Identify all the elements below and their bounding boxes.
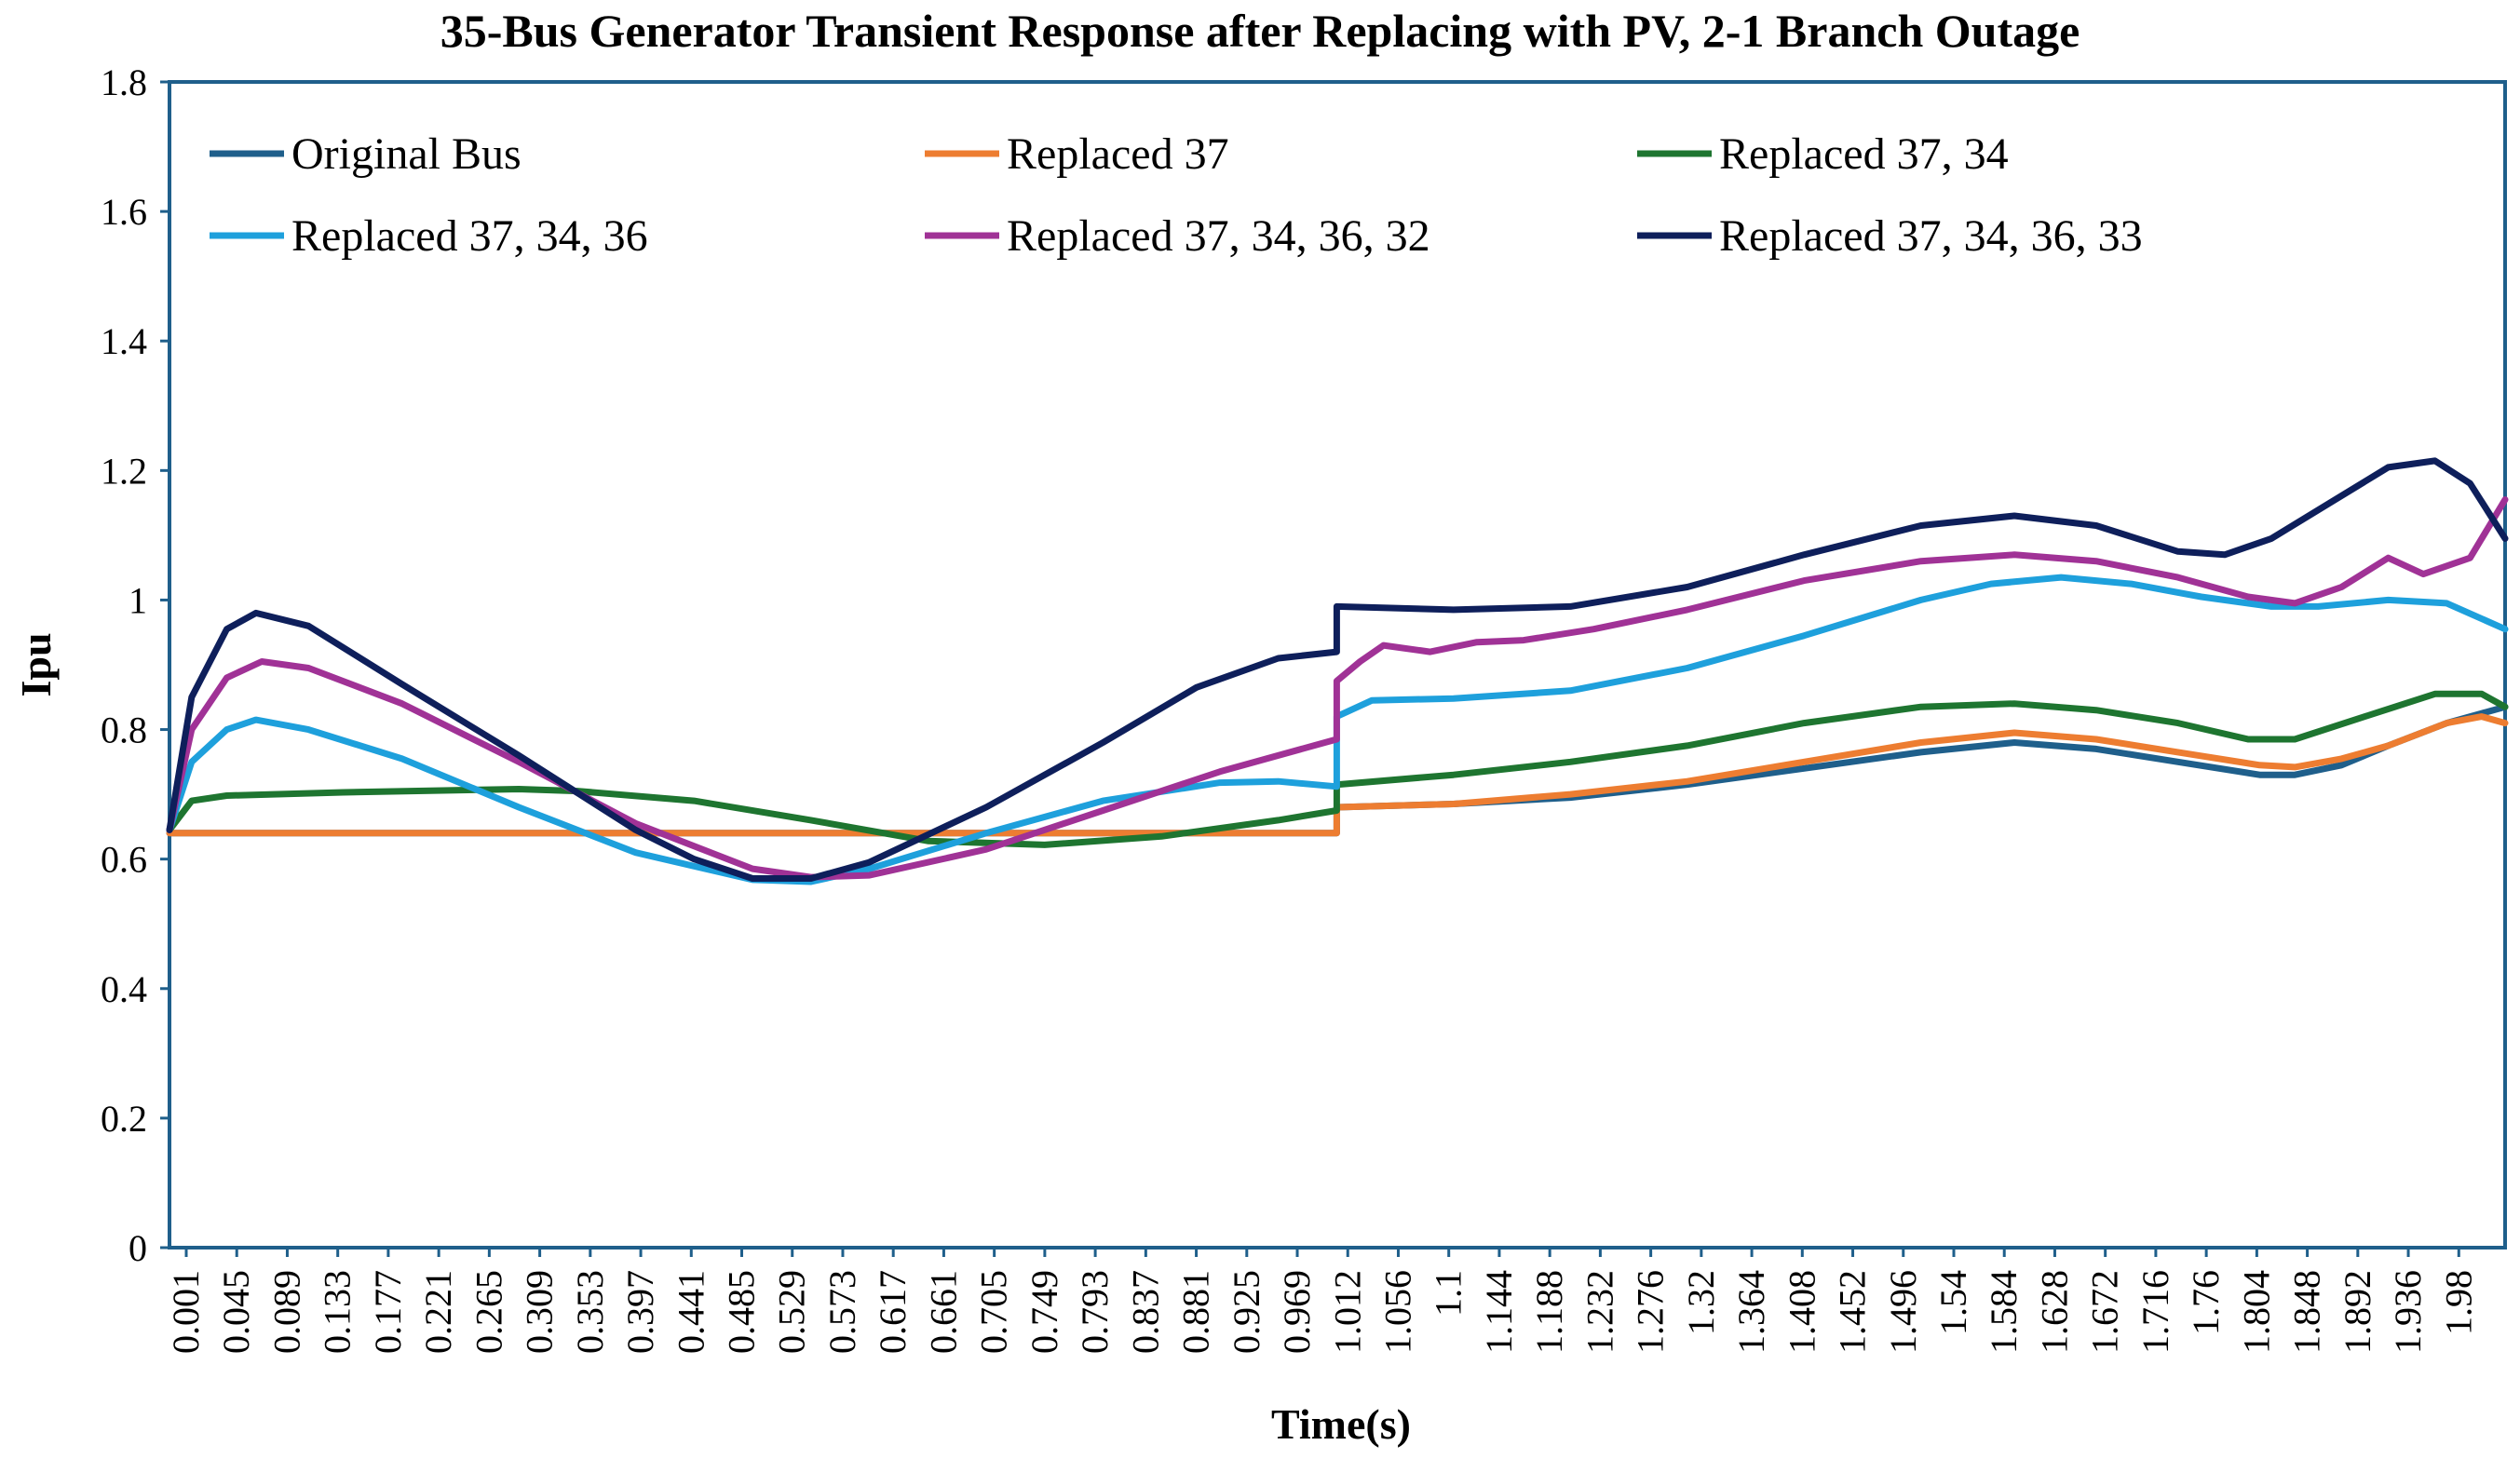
- x-tick-label: 1.012: [1326, 1270, 1368, 1354]
- x-tick-label: 0.133: [317, 1270, 359, 1354]
- x-tick-label: 0.705: [973, 1270, 1015, 1354]
- legend-label: Replaced 37, 34, 36: [291, 211, 648, 261]
- y-axis-label: Ipu: [12, 632, 60, 696]
- x-tick-label: 0.793: [1074, 1270, 1116, 1354]
- series-line-5: [166, 496, 2509, 881]
- x-tick-label: 1.276: [1630, 1270, 1672, 1354]
- x-tick-label: 1.32: [1680, 1270, 1722, 1335]
- legend-label: Replaced 37, 34, 36, 32: [1007, 211, 1430, 261]
- x-tick-label: 1.144: [1478, 1270, 1520, 1354]
- x-tick-label: 0.353: [569, 1270, 611, 1354]
- chart-title: 35-Bus Generator Transient Response afte…: [440, 5, 2080, 57]
- y-tick-label: 0.2: [101, 1098, 147, 1140]
- y-tick-label: 1.8: [101, 61, 147, 103]
- legend-label: Replaced 37: [1007, 129, 1229, 179]
- series-line-2: [166, 713, 2509, 837]
- y-tick-label: 0.6: [101, 839, 147, 881]
- legend-label: Replaced 37, 34: [1719, 129, 2009, 179]
- x-tick-label: 0.749: [1023, 1270, 1065, 1354]
- y-tick-label: 0.8: [101, 709, 147, 751]
- x-tick-label: 1.452: [1832, 1270, 1874, 1354]
- legend-label: Replaced 37, 34, 36, 33: [1719, 211, 2143, 261]
- x-tick-label: 1.496: [1882, 1270, 1924, 1354]
- x-tick-label: 0.661: [922, 1270, 964, 1354]
- series-lines: [166, 457, 2509, 885]
- y-tick-label: 0.4: [101, 968, 147, 1010]
- y-tick-label: 1.2: [101, 450, 147, 492]
- x-tick-label: 0.441: [670, 1270, 711, 1354]
- x-tick-label: 1.232: [1578, 1270, 1620, 1354]
- x-tick-label: 1.848: [2286, 1270, 2328, 1354]
- series-line-4: [166, 574, 2509, 885]
- x-tick-label: 1.1: [1428, 1270, 1470, 1317]
- series-line-3: [166, 690, 2509, 848]
- x-tick-label: 0.617: [872, 1270, 914, 1354]
- y-tick-label: 0: [129, 1227, 147, 1269]
- x-tick-label: 1.628: [2033, 1270, 2075, 1354]
- x-axis-label: Time(s): [1271, 1400, 1411, 1448]
- x-tick-label: 1.716: [2134, 1270, 2176, 1354]
- y-tick-label: 1: [129, 579, 147, 621]
- legend: Original Bus Replaced 37 Replaced 37, 34 Re…: [210, 129, 2143, 261]
- x-tick-label: 1.76: [2185, 1270, 2227, 1335]
- x-tick-label: 0.221: [417, 1270, 459, 1354]
- x-tick-label: 1.056: [1376, 1270, 1418, 1354]
- y-tick-label: 1.6: [101, 191, 147, 233]
- x-tick-label: 1.936: [2387, 1270, 2429, 1354]
- x-tick-label: 0.397: [619, 1270, 661, 1354]
- series-line-6: [166, 457, 2509, 882]
- x-tick-label: 0.309: [519, 1270, 561, 1354]
- x-axis-ticks: 0.001 0.045 0.089 0.133 0.177 0.221 0.265 0.309…: [165, 1248, 2479, 1354]
- x-tick-label: 0.001: [165, 1270, 207, 1354]
- x-tick-label: 1.54: [1932, 1270, 1974, 1335]
- x-tick-label: 1.364: [1730, 1270, 1772, 1354]
- x-tick-label: 1.804: [2235, 1270, 2277, 1354]
- x-tick-label: 0.969: [1276, 1270, 1318, 1354]
- x-tick-label: 1.98: [2437, 1270, 2479, 1335]
- x-tick-label: 0.837: [1124, 1270, 1166, 1354]
- x-tick-label: 0.529: [771, 1270, 813, 1354]
- x-tick-label: 0.925: [1226, 1270, 1267, 1354]
- y-tick-label: 1.4: [101, 320, 147, 362]
- x-tick-label: 1.892: [2337, 1270, 2378, 1354]
- x-tick-label: 1.672: [2084, 1270, 2126, 1354]
- plot-area: [168, 80, 2507, 1250]
- x-tick-label: 1.188: [1528, 1270, 1570, 1354]
- x-tick-label: 0.881: [1175, 1270, 1217, 1354]
- x-tick-label: 1.408: [1781, 1270, 1822, 1354]
- x-tick-label: 0.177: [367, 1270, 409, 1354]
- legend-label: Original Bus: [291, 129, 522, 179]
- x-tick-label: 0.265: [467, 1270, 509, 1354]
- x-tick-label: 0.045: [215, 1270, 257, 1354]
- x-tick-label: 0.573: [821, 1270, 863, 1354]
- x-tick-label: 0.089: [265, 1270, 307, 1354]
- x-tick-label: 0.485: [721, 1270, 763, 1354]
- x-tick-label: 1.584: [1983, 1270, 2025, 1354]
- y-axis-ticks: 0 0.2 0.4 0.6 0.8 1 1.2 1.4 1.6 1.8: [101, 61, 169, 1269]
